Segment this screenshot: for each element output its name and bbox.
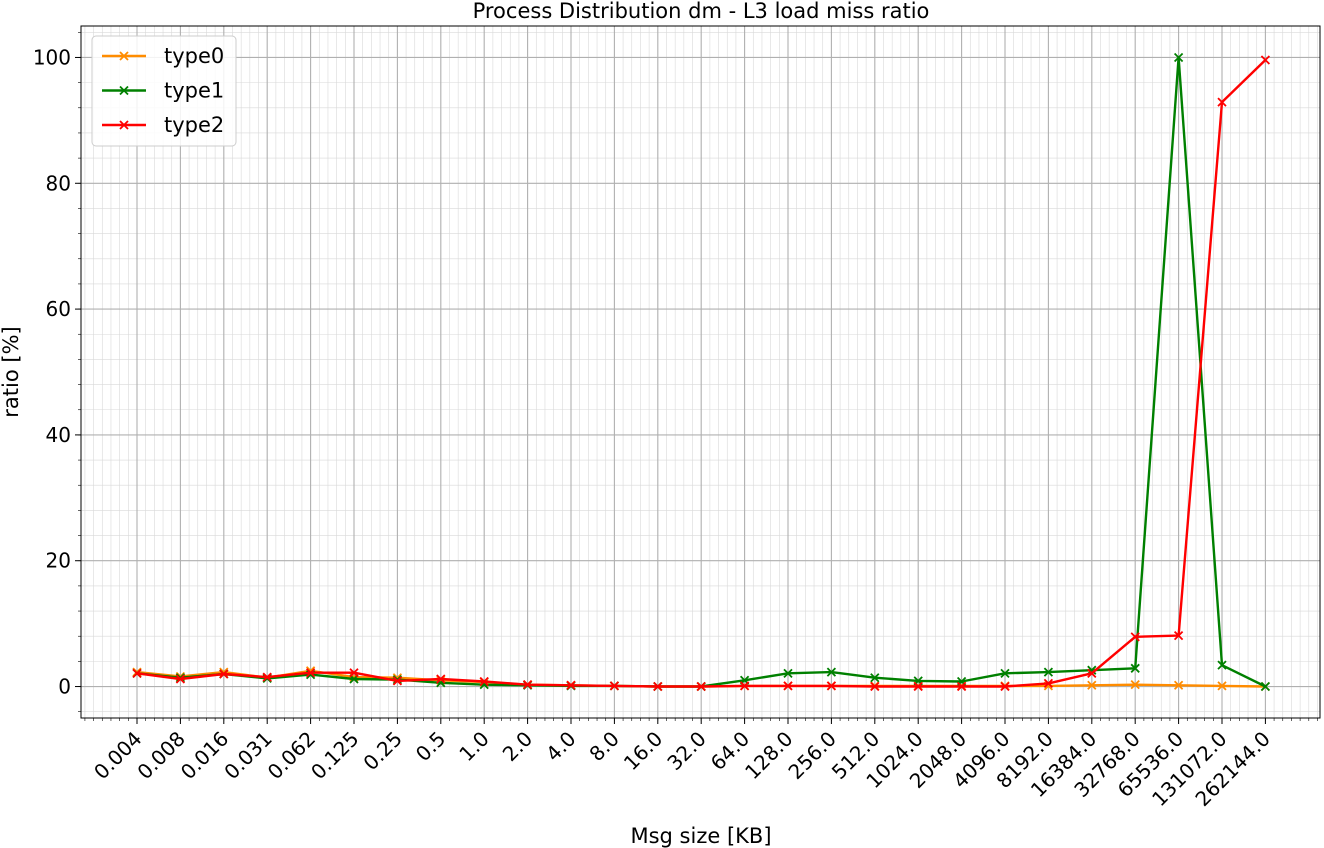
data-point — [132, 668, 142, 678]
x-tick-label: 256.0 — [783, 727, 840, 784]
data-point — [913, 681, 923, 692]
x-tick-label: 16.0 — [619, 727, 667, 775]
data-point — [1087, 668, 1097, 678]
x-tick-label: 2.0 — [498, 727, 537, 766]
legend: type0 type1 type2 — [91, 35, 237, 147]
x-tick-label: 0.004 — [89, 727, 146, 784]
data-point — [1000, 681, 1010, 692]
data-point — [783, 668, 793, 678]
legend-label: type2 — [164, 113, 224, 137]
x-tick-label: 4.0 — [541, 727, 580, 766]
data-point — [1173, 52, 1184, 63]
y-tick-label: 40 — [46, 423, 71, 447]
data-point — [522, 680, 533, 690]
data-point — [739, 681, 750, 691]
y-tick-label: 100 — [33, 45, 71, 69]
data-point — [566, 680, 576, 690]
data-point — [1217, 660, 1227, 670]
x-tick-label: 0.008 — [132, 727, 189, 784]
y-axis: 0 20 40 60 80 100 — [33, 31, 81, 713]
data-point — [1260, 681, 1271, 692]
legend-box — [91, 35, 237, 147]
data-point — [1043, 667, 1054, 677]
data-point — [1087, 680, 1097, 690]
data-point — [479, 676, 489, 687]
data-point — [1260, 55, 1271, 65]
y-tick-label: 20 — [46, 549, 71, 573]
data-point — [696, 681, 706, 692]
legend-label: type0 — [164, 44, 224, 68]
legend-marker — [119, 120, 129, 130]
data-point — [1217, 97, 1227, 107]
data-point — [956, 681, 967, 692]
data-point — [1130, 663, 1140, 673]
data-point — [1173, 680, 1184, 690]
y-tick-label: 60 — [46, 297, 71, 321]
data-point — [305, 668, 316, 678]
x-tick-label: 0.5 — [411, 727, 450, 766]
data-point — [392, 676, 403, 686]
series-layer — [132, 52, 1271, 692]
x-axis-label: Msg size [KB] — [630, 824, 771, 848]
data-point — [349, 668, 359, 678]
data-point — [262, 672, 272, 682]
data-point — [609, 681, 620, 691]
x-tick-label: 0.25 — [358, 727, 406, 775]
legend-marker — [119, 51, 129, 61]
chart-title: Process Distribution dm - L3 load miss r… — [473, 0, 930, 23]
legend-item-type0: type0 — [102, 44, 224, 68]
x-tick-label: 128.0 — [740, 727, 797, 784]
x-tick-label: 32.0 — [662, 727, 710, 775]
series-type2 — [132, 55, 1271, 692]
data-point — [175, 674, 186, 684]
y-axis-label: ratio [%] — [0, 326, 23, 417]
data-point — [1000, 668, 1010, 678]
legend-item-type2: type2 — [102, 113, 224, 137]
data-point — [870, 681, 880, 692]
data-point — [1130, 632, 1140, 642]
data-point — [1130, 680, 1140, 690]
y-tick-label: 0 — [58, 675, 71, 699]
major-grid — [81, 26, 1320, 718]
data-point — [1043, 678, 1054, 689]
x-tick-label: 8.0 — [584, 727, 623, 766]
x-tick-label: 0.062 — [263, 727, 320, 784]
legend-label: type1 — [164, 79, 224, 103]
plot-frame — [80, 25, 1321, 719]
data-point — [436, 674, 446, 684]
data-point — [826, 667, 837, 677]
data-point — [219, 669, 229, 679]
data-point — [653, 681, 663, 692]
legend-item-type1: type1 — [102, 79, 224, 103]
x-tick-label: 1.0 — [454, 727, 493, 766]
x-tick-label: 0.031 — [219, 727, 276, 784]
minor-grid — [81, 26, 1320, 718]
x-tick-label: 0.016 — [176, 727, 233, 784]
y-tick-label: 80 — [46, 171, 71, 195]
data-point — [1217, 681, 1227, 691]
x-tick-label: 0.125 — [306, 727, 363, 784]
data-point — [870, 673, 880, 683]
data-point — [826, 681, 837, 691]
legend-marker — [119, 85, 129, 96]
data-point — [1173, 630, 1184, 641]
data-point — [783, 681, 793, 691]
